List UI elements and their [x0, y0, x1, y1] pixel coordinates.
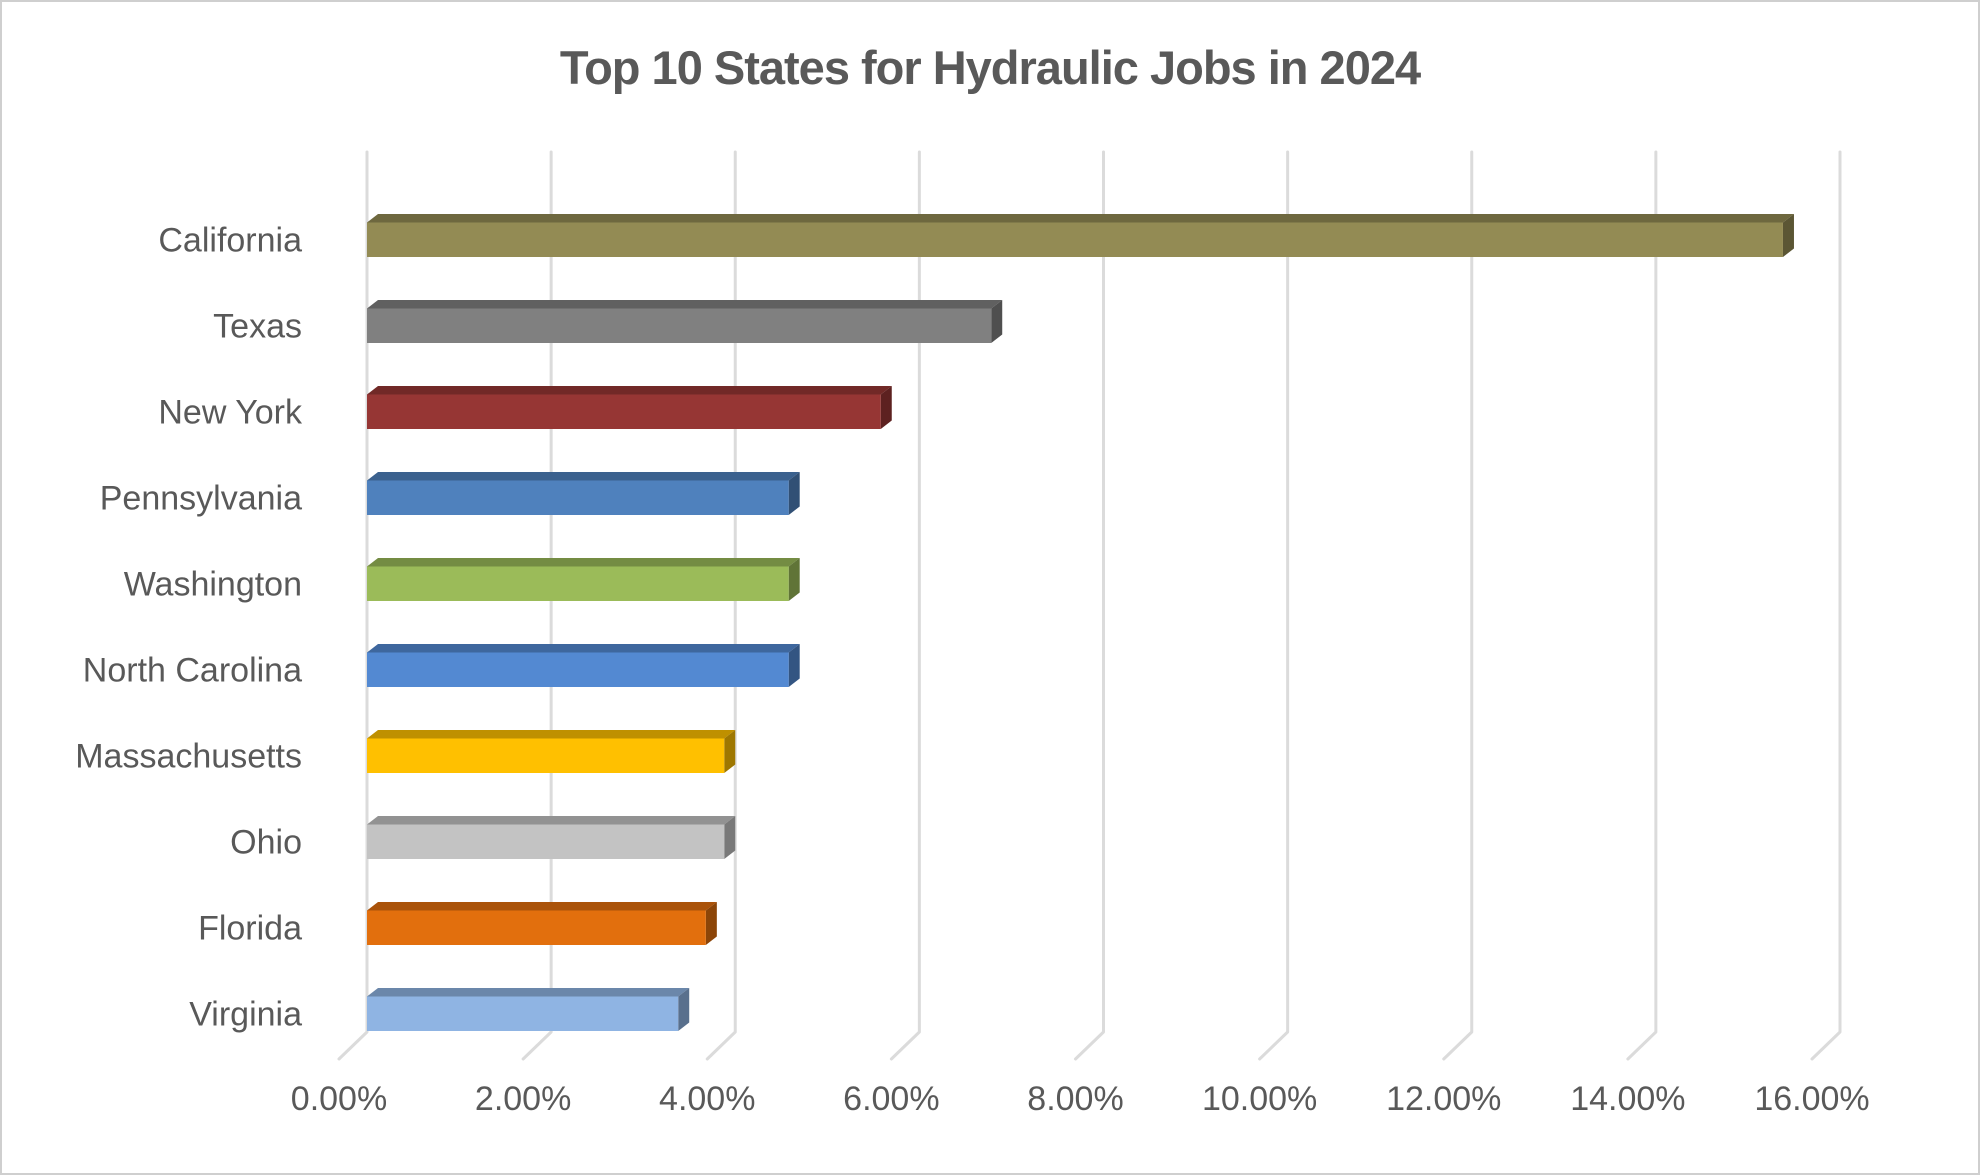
gridline: [521, 150, 553, 1061]
bar-ohio: [367, 816, 736, 859]
bar-pennsylvania: [367, 472, 800, 515]
bar-california: [367, 214, 1794, 257]
bar-washington: [367, 558, 800, 601]
bar-front-face: [367, 480, 789, 515]
bar-side-face: [724, 730, 736, 773]
bar-new-york: [367, 386, 892, 429]
category-label-florida: Florida: [198, 909, 302, 948]
bar-front-face: [367, 910, 706, 945]
category-label-new-york: New York: [158, 393, 302, 432]
gridline: [705, 150, 737, 1061]
bar-side-face: [880, 386, 892, 429]
gridline: [889, 150, 921, 1061]
bar-front-face: [367, 222, 1783, 257]
category-label-pennsylvania: Pennsylvania: [99, 479, 302, 518]
x-axis-tick-label: 6.00%: [843, 1080, 940, 1118]
bar-front-face: [367, 824, 725, 859]
chart-title: Top 10 States for Hydraulic Jobs in 2024: [559, 41, 1421, 94]
x-axis-tick-label: 12.00%: [1386, 1080, 1502, 1118]
category-label-washington: Washington: [123, 565, 302, 604]
x-axis-tick-label: 14.00%: [1570, 1080, 1686, 1118]
bar-side-face: [678, 988, 690, 1031]
bar-top-face: [367, 902, 717, 911]
category-label-virginia: Virginia: [189, 995, 302, 1034]
bar-top-face: [367, 816, 736, 825]
bar-front-face: [367, 394, 881, 429]
bar-virginia: [367, 988, 690, 1031]
bar-top-face: [367, 472, 800, 481]
bar-front-face: [367, 738, 725, 773]
bar-top-face: [367, 644, 800, 653]
gridline: [1810, 150, 1842, 1061]
x-axis-tick-label: 16.00%: [1754, 1080, 1870, 1118]
category-label-california: California: [158, 221, 302, 260]
bar-top-face: [367, 386, 892, 395]
gridline: [1258, 150, 1290, 1061]
bar-side-face: [991, 300, 1003, 343]
bar-side-face: [788, 472, 800, 515]
bar-top-face: [367, 730, 736, 739]
bar-top-face: [367, 300, 1003, 309]
bar-texas: [367, 300, 1003, 343]
bar-top-face: [367, 214, 1794, 223]
bar-side-face: [1782, 214, 1794, 257]
x-axis-tick-label: 8.00%: [1027, 1080, 1124, 1118]
bar-side-face: [705, 902, 717, 945]
bar-front-face: [367, 308, 992, 343]
bar-front-face: [367, 652, 789, 687]
bar-florida: [367, 902, 717, 945]
gridline: [337, 150, 369, 1061]
x-axis-tick-label: 0.00%: [290, 1080, 388, 1118]
bar-front-face: [367, 996, 679, 1031]
category-label-texas: Texas: [213, 307, 302, 346]
category-label-massachusetts: Massachusetts: [75, 737, 302, 776]
x-axis-tick-label: 10.00%: [1201, 1080, 1318, 1118]
x-axis-tick-label: 4.00%: [659, 1080, 756, 1118]
bar-north-carolina: [367, 644, 800, 687]
gridline: [1442, 150, 1474, 1061]
bar-top-face: [367, 558, 800, 567]
gridline: [1074, 150, 1105, 1061]
category-label-north-carolina: North Carolina: [82, 651, 302, 690]
gridline: [1626, 150, 1658, 1061]
bar-side-face: [788, 558, 800, 601]
bar-side-face: [724, 816, 736, 859]
bar-top-face: [367, 988, 690, 997]
x-axis-tick-label: 2.00%: [474, 1080, 572, 1118]
bar-massachusetts: [367, 730, 736, 773]
category-label-ohio: Ohio: [230, 823, 302, 862]
bar-side-face: [788, 644, 800, 687]
bar-front-face: [367, 566, 789, 601]
